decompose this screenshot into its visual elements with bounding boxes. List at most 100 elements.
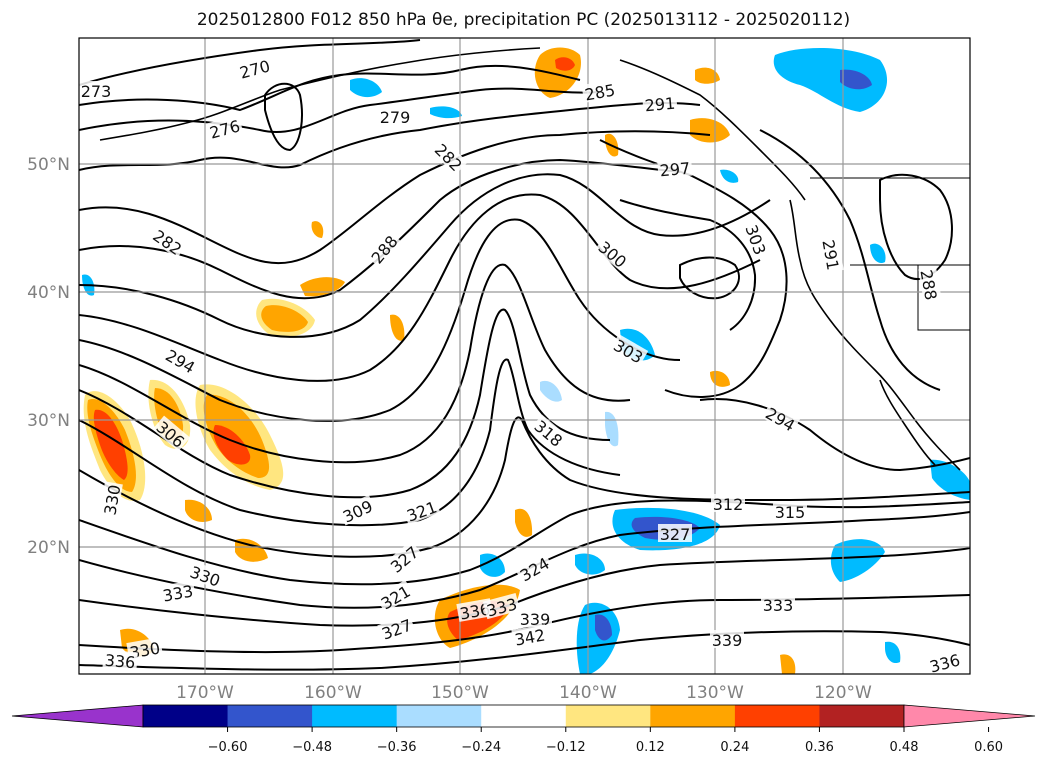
- colorbar-tick-label: 0.24: [720, 740, 749, 755]
- contour-label-bg: [514, 551, 554, 585]
- contour-label-bg: [657, 157, 693, 179]
- contour-label-bg: [235, 54, 274, 82]
- contour-label-bg: [149, 224, 188, 259]
- colorbar-tick-label: 0.36: [805, 740, 834, 755]
- precip-blob: [390, 314, 405, 341]
- contour-label-bg: [742, 220, 772, 259]
- colorbar-tick-label: 0.12: [636, 740, 665, 755]
- lat-label-50n: 50°N: [27, 155, 70, 175]
- plot-frame: [78, 37, 971, 675]
- contour-line: [879, 173, 953, 280]
- contour-label-bg: [918, 266, 942, 303]
- precip-blob: [773, 48, 888, 112]
- coastline-baja: [879, 379, 936, 466]
- contour-label: 297: [659, 159, 691, 181]
- colorbar-tick-label: −0.60: [208, 740, 248, 755]
- colorbar-cell: [650, 705, 736, 727]
- precip-blob: [235, 538, 268, 562]
- contour-label-bg: [102, 649, 138, 671]
- colorbar-cell: [396, 705, 482, 727]
- colorbar-tick-label: 0.60: [974, 740, 1003, 755]
- contour-label-bg: [658, 524, 692, 542]
- contour-label: 336: [928, 650, 962, 676]
- precip-blob: [575, 553, 605, 575]
- contour-label-bg: [482, 592, 521, 620]
- contour-label-bg: [152, 415, 191, 452]
- coastline-alaska-panhandle: [619, 59, 806, 201]
- contour-line: [79, 130, 711, 264]
- contour-line: [264, 82, 303, 152]
- contour-label-bg: [377, 613, 416, 643]
- colorbar-under-arrow: [11, 704, 144, 728]
- precip-blob: [213, 425, 251, 465]
- contour-label-bg: [820, 236, 844, 273]
- contour-label-bg: [365, 229, 402, 268]
- lat-label-20n: 20°N: [27, 538, 70, 558]
- contour-label-bg: [186, 560, 225, 590]
- contour-line: [79, 101, 701, 171]
- contour-label-bg: [378, 107, 412, 125]
- contour-label-bg: [925, 648, 964, 674]
- contour-line: [699, 398, 970, 472]
- precip-blob: [930, 459, 970, 500]
- contour-label: 339: [520, 610, 551, 629]
- contour-label: 291: [644, 94, 676, 116]
- precip-blob: [830, 539, 885, 582]
- contour-line: [79, 218, 681, 422]
- colorbar-tick-label: −0.12: [546, 740, 586, 755]
- contour-label-bg: [710, 630, 744, 648]
- contour-label-bg: [518, 609, 552, 627]
- precip-blob: [885, 641, 901, 664]
- precip-blob: [690, 118, 730, 143]
- colorbar-cell: [734, 705, 820, 727]
- contour-label-bg: [581, 79, 618, 103]
- contour-line: [79, 193, 761, 382]
- colorbar-cell: [565, 705, 651, 727]
- contour-line: [79, 87, 601, 133]
- contour-label-bg: [375, 579, 415, 613]
- precip-shading: [82, 47, 970, 674]
- contour-line: [79, 39, 421, 86]
- contour-line: [79, 358, 621, 527]
- contour-line: [759, 129, 941, 391]
- contour-label-bg: [530, 414, 569, 451]
- lon-label-130w: 130°W: [686, 683, 744, 703]
- precip-blob: [720, 169, 739, 183]
- figure-title: 2025012800 F012 850 hPa θe, precipitatio…: [196, 10, 851, 30]
- colorbar-cell: [819, 705, 905, 727]
- lon-label-140w: 140°W: [559, 683, 617, 703]
- precip-blob: [93, 409, 128, 480]
- precip-blob: [350, 78, 382, 98]
- contour-line: [619, 199, 757, 331]
- precip-blob: [595, 614, 612, 641]
- precip-blob: [555, 57, 575, 71]
- lon-label-150w: 150°W: [431, 683, 489, 703]
- contour-label-bg: [337, 494, 377, 526]
- contour-label-bg: [384, 540, 423, 577]
- contour-label: 315: [775, 503, 806, 522]
- contour-label: 327: [660, 525, 691, 544]
- contour-label-bg: [761, 401, 801, 435]
- coastlines: [99, 47, 970, 471]
- contour-line: [79, 173, 771, 338]
- lon-label-160w: 160°W: [304, 683, 362, 703]
- contour-label: 336: [104, 651, 136, 673]
- contour-label-bg: [711, 494, 745, 512]
- contour-label-bg: [205, 114, 244, 142]
- precip-blob: [695, 67, 720, 84]
- precip-blob: [480, 553, 505, 577]
- latitude-labels: 50°N 40°N 30°N 20°N: [27, 155, 70, 558]
- colorbar: −0.60 −0.48 −0.36 −0.24 −0.12 0.12 0.24 0.36 0.4…: [11, 704, 1036, 755]
- colorbar-cell: [312, 705, 398, 727]
- contour-label-bg: [159, 580, 196, 604]
- contour-line: [79, 547, 970, 627]
- colorbar-tick-label: 0.48: [890, 740, 919, 755]
- colorbar-cell: [481, 705, 567, 727]
- colorbar-tick-label: −0.24: [461, 740, 501, 755]
- contour-label-bg: [642, 92, 678, 114]
- contour-line: [79, 308, 611, 499]
- contour-label-bg: [79, 81, 113, 99]
- state-border: [917, 265, 970, 331]
- contour-label-bg: [431, 138, 468, 175]
